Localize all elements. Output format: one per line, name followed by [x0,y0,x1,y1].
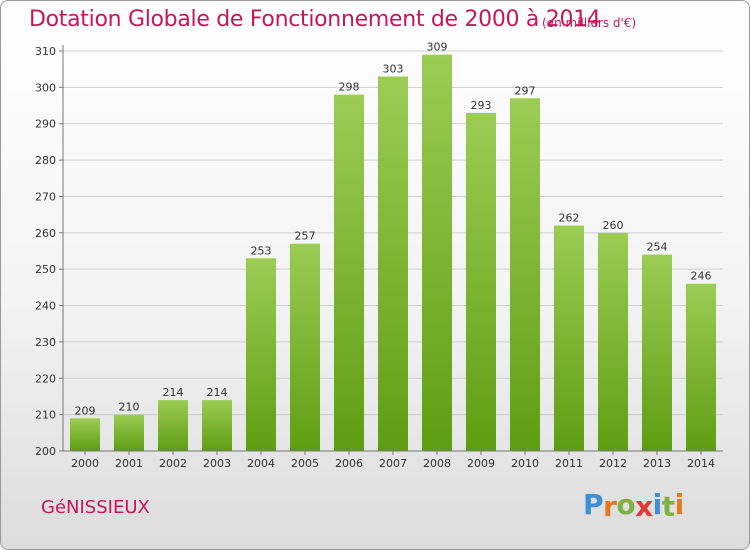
data-label: 303 [383,62,404,75]
bar [642,254,672,451]
x-tick-label: 2002 [159,457,187,470]
data-label: 254 [647,241,668,254]
y-tick-label: 240 [35,300,56,313]
y-tick-label: 210 [35,409,56,422]
bar [70,418,100,451]
y-tick-label: 270 [35,190,56,203]
data-label: 309 [427,41,448,54]
x-tick-label: 2007 [379,457,407,470]
y-tick-label: 260 [35,227,56,240]
data-label: 210 [119,401,140,414]
x-tick-label: 2014 [687,457,715,470]
bar [290,243,320,451]
x-tick-label: 2003 [203,457,231,470]
logo-letter: i [652,488,663,521]
y-tick-label: 230 [35,336,56,349]
bar [466,112,496,452]
y-tick-label: 280 [35,154,56,167]
x-tick-label: 2012 [599,457,627,470]
y-tick-label: 300 [35,81,56,94]
x-tick-label: 2004 [247,457,275,470]
bar [686,283,716,451]
data-label: 246 [691,270,712,283]
data-label: 253 [251,244,272,257]
logo-letter: x [635,490,653,523]
x-tick-label: 2009 [467,457,495,470]
logo-letter: t [661,490,675,523]
x-tick-label: 2006 [335,457,363,470]
logo-letter: P [583,488,604,521]
bar [158,400,188,451]
bar [246,258,276,451]
logo-letter: o [616,488,636,521]
bar [598,232,628,451]
bar [422,54,452,452]
data-label: 214 [163,386,184,399]
logo-letter: i [674,488,685,521]
bar [554,225,584,451]
y-tick-label: 200 [35,445,56,458]
x-tick-label: 2010 [511,457,539,470]
axes: 200 210 220 230 240 250 260 270 280 290 300 310 2000… [35,45,723,470]
data-label: 293 [471,99,492,112]
chart-title: Dotation Globale de Fonctionnement de 20… [29,7,601,32]
chart-unit-note: (en milliers d'€) [542,16,637,30]
bar [114,414,144,451]
bar [334,94,364,452]
bars: 209 210 214 214 253 257 298 303 309 293 297 262 260 2… [70,41,716,452]
commune-name: GéNISSIEUX [41,497,150,518]
x-tick-label: 2005 [291,457,319,470]
y-tick-label: 250 [35,263,56,276]
bar [202,400,232,451]
logo-letter: r [603,490,617,523]
x-tick-label: 2011 [555,457,583,470]
data-label: 209 [75,404,96,417]
proxiti-logo[interactable]: Proxiti [583,488,685,523]
data-label: 298 [339,81,360,94]
bar [510,98,540,451]
y-tick-label: 220 [35,372,56,385]
x-tick-label: 2008 [423,457,451,470]
data-label: 257 [295,230,316,243]
x-tick-label: 2013 [643,457,671,470]
data-label: 214 [207,386,228,399]
data-label: 297 [515,84,536,97]
bar [378,76,408,452]
x-tick-label: 2000 [71,457,99,470]
x-tick-label: 2001 [115,457,143,470]
data-label: 262 [559,212,580,225]
y-tick-label: 310 [35,45,56,58]
y-tick-label: 290 [35,118,56,131]
data-label: 260 [603,219,624,232]
